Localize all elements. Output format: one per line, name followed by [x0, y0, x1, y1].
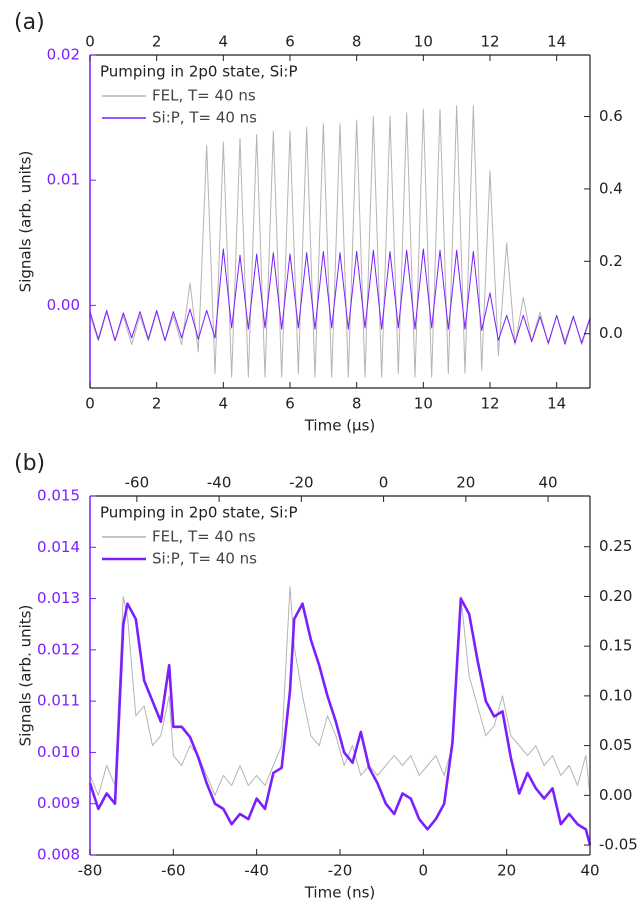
legend-title: Pumping in 2p0 state, Si:P [100, 63, 298, 81]
x-tick-label: 0 [419, 862, 429, 880]
y2-tick-label: 0.25 [599, 537, 632, 555]
y2-tick-label: 0.0 [599, 324, 623, 342]
y-tick-label: 0.012 [37, 640, 80, 658]
x-tick-label: -80 [78, 862, 103, 880]
x2-tick-label: 8 [352, 33, 362, 51]
y-tick-label: 0.010 [37, 743, 80, 761]
y2-tick-label: 0.00 [599, 786, 632, 804]
y-tick-label: 0.02 [47, 46, 80, 64]
x-tick-label: -20 [328, 862, 353, 880]
series-line [88, 597, 592, 846]
y-tick-label: 0.009 [37, 794, 80, 812]
y-tick-label: 0.011 [37, 692, 80, 710]
x2-tick-label: 14 [547, 33, 566, 51]
legend-label: Si:P, T= 40 ns [152, 550, 257, 568]
x-axis-label: Time (µs) [304, 417, 376, 435]
y2-tick-label: 0.05 [599, 736, 632, 754]
y-axis-label: Signals (arb. units) [17, 605, 35, 747]
x-tick-label: -60 [161, 862, 186, 880]
x-tick-label: 0 [85, 395, 95, 413]
x-tick-label: 40 [580, 862, 599, 880]
legend-label: FEL, T= 40 ns [152, 528, 256, 546]
y2-tick-label: 0.2 [599, 252, 623, 270]
y-tick-label: 0.013 [37, 589, 80, 607]
series-line [89, 105, 591, 378]
series-line [89, 248, 591, 345]
x2-tick-label: -20 [289, 474, 314, 492]
y-tick-label: 0.015 [37, 487, 80, 505]
x-tick-label: 10 [414, 395, 433, 413]
x2-tick-label: -60 [125, 474, 150, 492]
x-tick-label: 20 [497, 862, 516, 880]
legend-title: Pumping in 2p0 state, Si:P [100, 504, 298, 522]
x-tick-label: 12 [480, 395, 499, 413]
y-axis-label: Signals (arb. units) [17, 151, 35, 293]
x2-tick-label: 0 [85, 33, 95, 51]
x-tick-label: 14 [547, 395, 566, 413]
x-tick-label: -40 [244, 862, 269, 880]
x2-tick-label: 4 [219, 33, 229, 51]
legend-label: FEL, T= 40 ns [152, 87, 256, 105]
x2-tick-label: -40 [207, 474, 232, 492]
y2-tick-label: 0.20 [599, 587, 632, 605]
y2-tick-label: 0.4 [599, 179, 623, 197]
panel-label: (a) [14, 10, 45, 35]
y2-tick-label: 0.6 [599, 107, 623, 125]
x2-tick-label: 10 [414, 33, 433, 51]
x2-tick-label: 12 [480, 33, 499, 51]
y-tick-label: 0.01 [47, 171, 80, 189]
y2-tick-label: -0.05 [599, 836, 638, 854]
x-tick-label: 8 [352, 395, 362, 413]
x-tick-label: 6 [285, 395, 295, 413]
y2-tick-label: 0.15 [599, 637, 632, 655]
y-tick-label: 0.008 [37, 846, 80, 864]
x2-tick-label: 2 [152, 33, 162, 51]
x2-tick-label: 6 [285, 33, 295, 51]
y2-tick-label: 0.10 [599, 686, 632, 704]
x2-tick-label: 40 [539, 474, 558, 492]
legend-label: Si:P, T= 40 ns [152, 109, 257, 127]
x-axis-label: Time (ns) [304, 884, 376, 902]
series-line [89, 586, 591, 796]
x2-tick-label: 0 [379, 474, 389, 492]
y-tick-label: 0.00 [47, 296, 80, 314]
y-tick-label: 0.014 [37, 538, 80, 556]
x-tick-label: 2 [152, 395, 162, 413]
x2-tick-label: 20 [456, 474, 475, 492]
x-tick-label: 4 [219, 395, 229, 413]
panel-label: (b) [14, 451, 45, 476]
